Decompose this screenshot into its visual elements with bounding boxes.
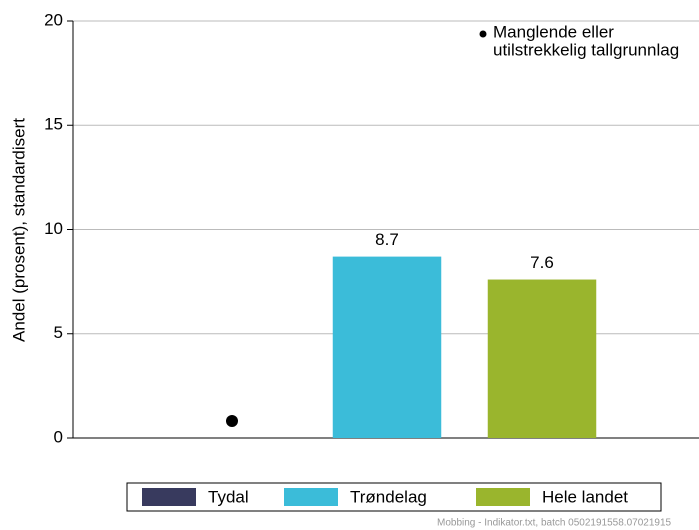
- annotation-marker: [479, 30, 487, 38]
- missing-marker: [226, 415, 238, 427]
- legend-swatch: [284, 488, 338, 506]
- y-tick-label: 0: [54, 427, 63, 446]
- annotation: utilstrekkelig tallgrunnlag: [493, 40, 679, 59]
- legend-box: [126, 482, 662, 512]
- legend-label: Trøndelag: [350, 487, 427, 506]
- y-tick-label: 5: [54, 323, 63, 342]
- bar: [487, 279, 597, 438]
- value-label: 8.7: [375, 230, 399, 249]
- y-tick-label: 20: [44, 10, 63, 29]
- legend-swatch: [142, 488, 196, 506]
- bar: [332, 256, 442, 438]
- legend-label: Hele landet: [542, 487, 628, 506]
- y-tick-label: 15: [44, 115, 63, 134]
- y-axis-label: Andel (prosent), standardisert: [9, 118, 28, 342]
- legend-label: Tydal: [208, 487, 249, 506]
- annotation: Manglende eller: [493, 22, 614, 41]
- legend-swatch: [476, 488, 530, 506]
- footer: Mobbing - Indikator.txt, batch 050219155…: [437, 518, 672, 529]
- y-tick-label: 10: [44, 219, 63, 238]
- value-label: 7.6: [530, 253, 554, 272]
